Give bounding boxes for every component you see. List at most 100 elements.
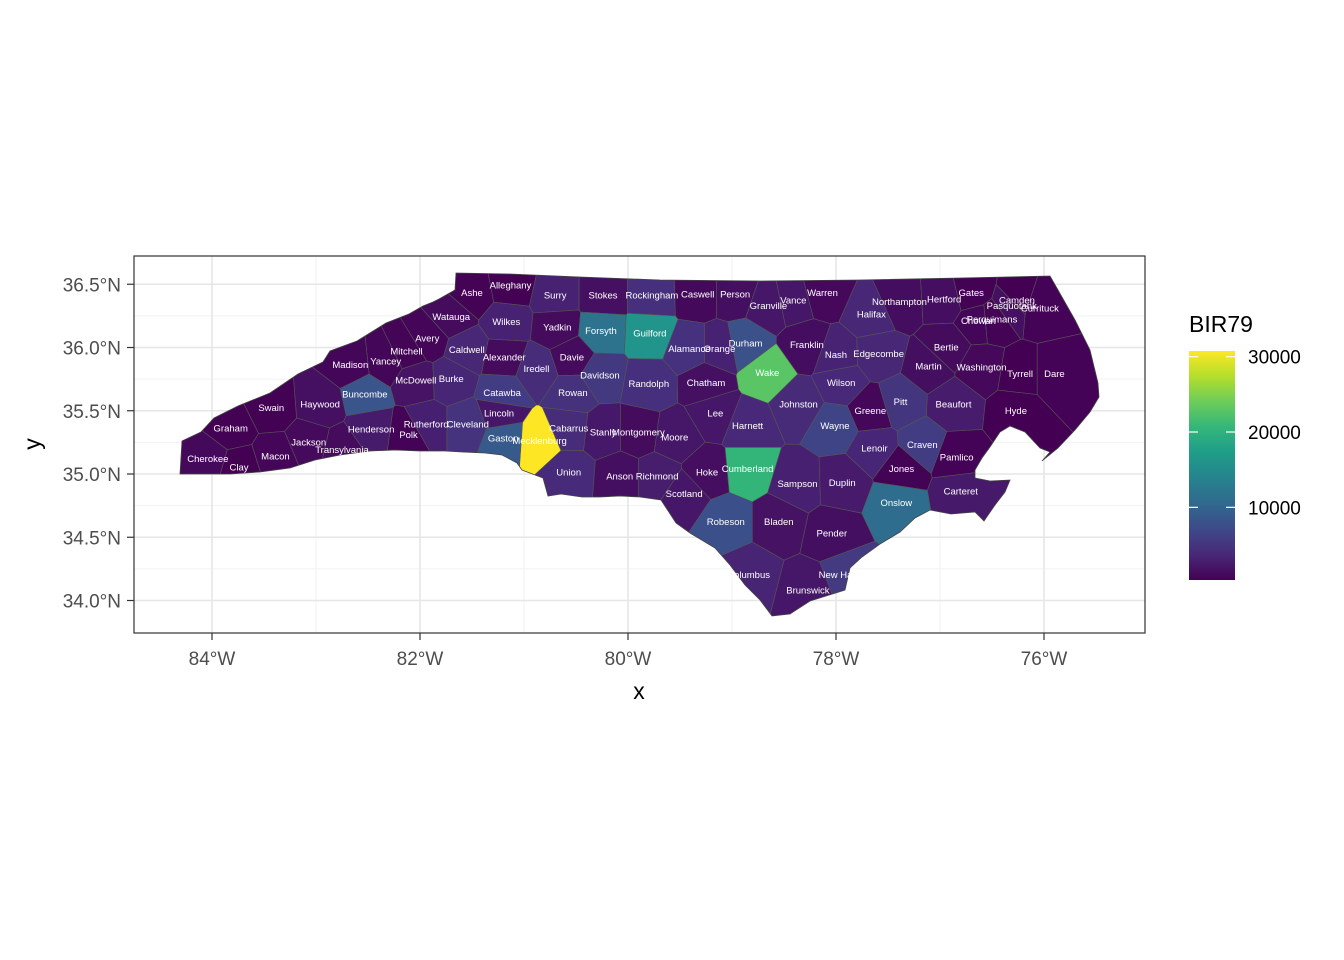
county-label-lee: Lee bbox=[707, 408, 723, 419]
county-label-rutherford: Rutherford bbox=[404, 420, 449, 431]
county-label-clay: Clay bbox=[230, 463, 249, 474]
county-label-moore: Moore bbox=[661, 432, 688, 443]
county-label-hyde: Hyde bbox=[1005, 406, 1027, 417]
x-tick-label: 80°W bbox=[605, 649, 652, 670]
county-label-ashe: Ashe bbox=[461, 288, 483, 299]
county-label-chatham: Chatham bbox=[687, 378, 726, 389]
county-label-mitchell: Mitchell bbox=[390, 346, 422, 357]
county-label-cabarrus: Cabarrus bbox=[549, 423, 588, 434]
county-label-cherokee: Cherokee bbox=[187, 454, 228, 465]
x-tick-label: 84°W bbox=[189, 649, 236, 670]
county-label-graham: Graham bbox=[214, 423, 248, 434]
county-label-sampson: Sampson bbox=[777, 479, 817, 490]
county-mecklenburg bbox=[517, 404, 562, 492]
legend-ticks: 10000 20000 30000 bbox=[1189, 348, 1301, 519]
county-label-surry: Surry bbox=[544, 291, 567, 302]
county-label-washington: Washington bbox=[957, 363, 1007, 374]
county-label-alamance: Alamance bbox=[668, 344, 710, 355]
county-label-wake: Wake bbox=[755, 368, 779, 379]
county-label-craven: Craven bbox=[907, 440, 938, 451]
county-label-person: Person bbox=[720, 289, 750, 300]
county-label-gates: Gates bbox=[959, 288, 985, 299]
county-label-beaufort: Beaufort bbox=[936, 399, 972, 410]
county-label-camden: Camden bbox=[999, 296, 1035, 307]
county-label-stanly: Stanly bbox=[590, 427, 617, 438]
x-tick-label: 82°W bbox=[397, 649, 444, 670]
x-tick-label: 76°W bbox=[1021, 649, 1068, 670]
county-label-hertford: Hertford bbox=[927, 294, 961, 305]
county-label-new-hanover: New Hanover bbox=[819, 570, 877, 581]
county-label-orange: Orange bbox=[704, 344, 736, 355]
county-label-franklin: Franklin bbox=[790, 340, 824, 351]
county-label-caswell: Caswell bbox=[681, 289, 714, 300]
county-label-dare: Dare bbox=[1044, 369, 1065, 380]
county-label-northampton: Northampton bbox=[872, 297, 927, 308]
county-label-davidson: Davidson bbox=[580, 370, 620, 381]
county-label-stokes: Stokes bbox=[589, 291, 618, 302]
y-axis-title: y bbox=[19, 438, 45, 450]
county-label-rowan: Rowan bbox=[558, 388, 588, 399]
county-label-haywood: Haywood bbox=[300, 399, 340, 410]
county-label-jones: Jones bbox=[889, 464, 915, 475]
county-label-brunswick: Brunswick bbox=[786, 585, 830, 596]
county-label-pamlico: Pamlico bbox=[940, 453, 974, 464]
legend-tick-label: 30000 bbox=[1248, 348, 1301, 369]
county-label-montgomery: Montgomery bbox=[612, 427, 665, 438]
county-label-durham: Durham bbox=[729, 339, 763, 350]
county-label-madison: Madison bbox=[332, 360, 368, 371]
county-label-avery: Avery bbox=[415, 334, 439, 345]
county-label-lincoln: Lincoln bbox=[484, 408, 514, 419]
y-tick-label: 34.0°N bbox=[63, 592, 121, 613]
county-label-polk: Polk bbox=[399, 430, 418, 441]
county-label-wilson: Wilson bbox=[827, 378, 856, 389]
county-label-onslow: Onslow bbox=[880, 498, 912, 509]
county-label-carteret: Carteret bbox=[944, 487, 979, 498]
county-label-wilkes: Wilkes bbox=[492, 317, 520, 328]
county-label-perquimans: Perquimans bbox=[967, 315, 1018, 326]
county-label-buncombe: Buncombe bbox=[342, 389, 387, 400]
legend-tick-label: 10000 bbox=[1248, 498, 1301, 519]
county-label-catawba: Catawba bbox=[483, 388, 521, 399]
county-label-caldwell: Caldwell bbox=[449, 345, 485, 356]
legend-colorbar bbox=[1189, 351, 1235, 580]
county-label-davie: Davie bbox=[560, 353, 584, 364]
county-label-lenoir: Lenoir bbox=[861, 444, 887, 455]
panel-border bbox=[133, 255, 1146, 634]
y-tick-label: 36.0°N bbox=[63, 339, 121, 360]
county-label-anson: Anson bbox=[606, 472, 633, 483]
county-label-alleghany: Alleghany bbox=[490, 281, 532, 292]
legend-title: BIR79 bbox=[1189, 311, 1253, 337]
county-label-forsyth: Forsyth bbox=[585, 326, 617, 337]
county-label-gaston: Gaston bbox=[488, 434, 519, 445]
county-label-vance: Vance bbox=[780, 296, 806, 307]
county-label-macon: Macon bbox=[261, 451, 290, 462]
county-label-watauga: Watauga bbox=[432, 312, 470, 323]
y-tick-label: 36.5°N bbox=[63, 275, 121, 296]
county-caswell bbox=[672, 273, 717, 324]
county-label-johnston: Johnston bbox=[779, 399, 818, 410]
county-label-henderson: Henderson bbox=[348, 425, 394, 436]
county-label-nash: Nash bbox=[825, 350, 847, 361]
legend-tick-label: 20000 bbox=[1248, 423, 1301, 444]
county-label-guilford: Guilford bbox=[633, 329, 666, 340]
county-label-duplin: Duplin bbox=[829, 478, 856, 489]
x-axis-ticks: 84°W 82°W 80°W 78°W 76°W bbox=[189, 633, 1068, 670]
county-label-warren: Warren bbox=[807, 288, 838, 299]
county-label-union: Union bbox=[556, 468, 581, 479]
county-label-transylvania: Transylvania bbox=[315, 445, 369, 456]
x-axis-title: x bbox=[633, 678, 645, 704]
county-label-jackson: Jackson bbox=[291, 437, 326, 448]
county-label-scotland: Scotland bbox=[666, 489, 703, 500]
county-label-mcdowell: McDowell bbox=[395, 375, 436, 386]
county-label-cleveland: Cleveland bbox=[447, 420, 489, 431]
county-label-randolph: Randolph bbox=[628, 379, 669, 390]
county-label-columbus: Columbus bbox=[727, 570, 770, 581]
county-brunswick bbox=[760, 553, 854, 616]
county-label-tyrrell: Tyrrell bbox=[1007, 369, 1033, 380]
county-label-richmond: Richmond bbox=[636, 472, 679, 483]
county-label-greene: Greene bbox=[854, 406, 886, 417]
county-label-yadkin: Yadkin bbox=[543, 322, 571, 333]
y-axis-ticks: 34.0°N 34.5°N 35.0°N 35.5°N 36.0°N 36.5°N bbox=[63, 275, 134, 613]
legend: BIR79 10000 20000 30000 bbox=[1189, 311, 1301, 580]
